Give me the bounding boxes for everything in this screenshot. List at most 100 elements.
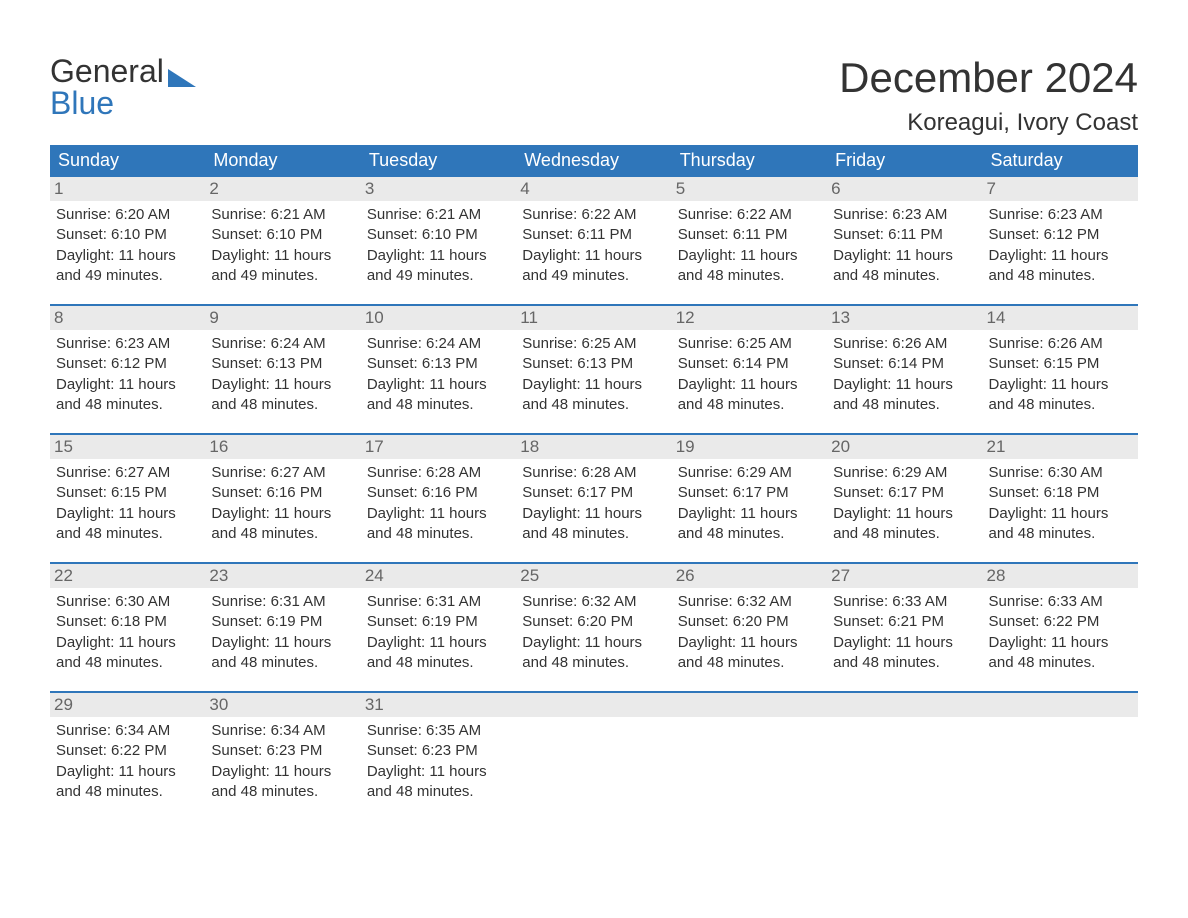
day-cell: 1Sunrise: 6:20 AMSunset: 6:10 PMDaylight… bbox=[50, 177, 205, 304]
sunset-text: Sunset: 6:21 PM bbox=[833, 612, 976, 632]
dl2-text: and 49 minutes. bbox=[56, 266, 199, 286]
day-number: 6 bbox=[827, 177, 982, 201]
dl1-text: Daylight: 11 hours bbox=[56, 762, 199, 782]
day-cell: 6Sunrise: 6:23 AMSunset: 6:11 PMDaylight… bbox=[827, 177, 982, 304]
sunset-text: Sunset: 6:11 PM bbox=[833, 225, 976, 245]
day-cell: 24Sunrise: 6:31 AMSunset: 6:19 PMDayligh… bbox=[361, 564, 516, 691]
week-row: 22Sunrise: 6:30 AMSunset: 6:18 PMDayligh… bbox=[50, 564, 1138, 691]
day-number: 27 bbox=[827, 564, 982, 588]
sunset-text: Sunset: 6:14 PM bbox=[678, 354, 821, 374]
sunset-text: Sunset: 6:17 PM bbox=[678, 483, 821, 503]
day-number: 28 bbox=[983, 564, 1138, 588]
sunset-text: Sunset: 6:17 PM bbox=[833, 483, 976, 503]
day-number: 17 bbox=[361, 435, 516, 459]
sunrise-text: Sunrise: 6:34 AM bbox=[56, 721, 199, 741]
dl1-text: Daylight: 11 hours bbox=[211, 504, 354, 524]
sunset-text: Sunset: 6:20 PM bbox=[678, 612, 821, 632]
dl2-text: and 48 minutes. bbox=[989, 266, 1132, 286]
sunrise-text: Sunrise: 6:28 AM bbox=[367, 463, 510, 483]
dl1-text: Daylight: 11 hours bbox=[678, 633, 821, 653]
dl1-text: Daylight: 11 hours bbox=[56, 633, 199, 653]
sunrise-text: Sunrise: 6:23 AM bbox=[833, 205, 976, 225]
day-number: 2 bbox=[205, 177, 360, 201]
dl2-text: and 48 minutes. bbox=[833, 266, 976, 286]
flag-icon bbox=[168, 65, 198, 87]
dl1-text: Daylight: 11 hours bbox=[522, 246, 665, 266]
dl2-text: and 48 minutes. bbox=[833, 524, 976, 544]
calendar-table: Sunday Monday Tuesday Wednesday Thursday… bbox=[50, 145, 1138, 820]
dl1-text: Daylight: 11 hours bbox=[522, 375, 665, 395]
day-cell: 30Sunrise: 6:34 AMSunset: 6:23 PMDayligh… bbox=[205, 693, 360, 820]
sunset-text: Sunset: 6:14 PM bbox=[833, 354, 976, 374]
day-cell: 21Sunrise: 6:30 AMSunset: 6:18 PMDayligh… bbox=[983, 435, 1138, 562]
day-cell: 5Sunrise: 6:22 AMSunset: 6:11 PMDaylight… bbox=[672, 177, 827, 304]
dl2-text: and 48 minutes. bbox=[367, 395, 510, 415]
day-number: 14 bbox=[983, 306, 1138, 330]
day-number: 10 bbox=[361, 306, 516, 330]
day-cell bbox=[983, 693, 1138, 820]
sunrise-text: Sunrise: 6:27 AM bbox=[56, 463, 199, 483]
day-header: Saturday bbox=[983, 145, 1138, 177]
dl1-text: Daylight: 11 hours bbox=[211, 762, 354, 782]
week-row: 15Sunrise: 6:27 AMSunset: 6:15 PMDayligh… bbox=[50, 435, 1138, 562]
dl1-text: Daylight: 11 hours bbox=[833, 504, 976, 524]
sunset-text: Sunset: 6:18 PM bbox=[989, 483, 1132, 503]
sunrise-text: Sunrise: 6:34 AM bbox=[211, 721, 354, 741]
day-cell: 4Sunrise: 6:22 AMSunset: 6:11 PMDaylight… bbox=[516, 177, 671, 304]
sunrise-text: Sunrise: 6:23 AM bbox=[989, 205, 1132, 225]
dl1-text: Daylight: 11 hours bbox=[989, 375, 1132, 395]
dl1-text: Daylight: 11 hours bbox=[989, 633, 1132, 653]
day-number: 26 bbox=[672, 564, 827, 588]
dl2-text: and 48 minutes. bbox=[522, 395, 665, 415]
sunrise-text: Sunrise: 6:32 AM bbox=[678, 592, 821, 612]
sunset-text: Sunset: 6:15 PM bbox=[989, 354, 1132, 374]
day-cell: 7Sunrise: 6:23 AMSunset: 6:12 PMDaylight… bbox=[983, 177, 1138, 304]
day-number: 21 bbox=[983, 435, 1138, 459]
dl2-text: and 49 minutes. bbox=[522, 266, 665, 286]
day-number: 29 bbox=[50, 693, 205, 717]
dl2-text: and 48 minutes. bbox=[678, 653, 821, 673]
day-cell: 23Sunrise: 6:31 AMSunset: 6:19 PMDayligh… bbox=[205, 564, 360, 691]
day-number: 16 bbox=[205, 435, 360, 459]
dl2-text: and 48 minutes. bbox=[211, 395, 354, 415]
dl2-text: and 48 minutes. bbox=[211, 524, 354, 544]
day-number bbox=[827, 693, 982, 717]
day-cell: 26 Sunrise: 6:32 AMSunset: 6:20 PMDayligh… bbox=[672, 564, 827, 691]
sunset-text: Sunset: 6:13 PM bbox=[367, 354, 510, 374]
day-cell: 11Sunrise: 6:25 AMSunset: 6:13 PMDayligh… bbox=[516, 306, 671, 433]
month-title: December 2024 bbox=[839, 55, 1138, 101]
dl2-text: and 48 minutes. bbox=[211, 782, 354, 802]
sunset-text: Sunset: 6:10 PM bbox=[56, 225, 199, 245]
day-cell: 3Sunrise: 6:21 AMSunset: 6:10 PMDaylight… bbox=[361, 177, 516, 304]
dl1-text: Daylight: 11 hours bbox=[367, 633, 510, 653]
sunrise-text: Sunrise: 6:26 AM bbox=[989, 334, 1132, 354]
sunrise-text: Sunrise: 6:30 AM bbox=[56, 592, 199, 612]
logo: General Blue bbox=[50, 55, 198, 119]
sunset-text: Sunset: 6:17 PM bbox=[522, 483, 665, 503]
sunrise-text: Sunrise: 6:33 AM bbox=[833, 592, 976, 612]
dl1-text: Daylight: 11 hours bbox=[367, 246, 510, 266]
dl1-text: Daylight: 11 hours bbox=[211, 375, 354, 395]
sunset-text: Sunset: 6:11 PM bbox=[678, 225, 821, 245]
sunset-text: Sunset: 6:22 PM bbox=[56, 741, 199, 761]
dl1-text: Daylight: 11 hours bbox=[678, 246, 821, 266]
day-number: 31 bbox=[361, 693, 516, 717]
day-number: 12 bbox=[672, 306, 827, 330]
sunrise-text: Sunrise: 6:33 AM bbox=[989, 592, 1132, 612]
dl2-text: and 48 minutes. bbox=[989, 653, 1132, 673]
day-cell: 27Sunrise: 6:33 AMSunset: 6:21 PMDayligh… bbox=[827, 564, 982, 691]
day-cell bbox=[672, 693, 827, 820]
dl2-text: and 48 minutes. bbox=[56, 524, 199, 544]
week-row: 8Sunrise: 6:23 AMSunset: 6:12 PMDaylight… bbox=[50, 306, 1138, 433]
day-number bbox=[672, 693, 827, 717]
day-cell: 13Sunrise: 6:26 AMSunset: 6:14 PMDayligh… bbox=[827, 306, 982, 433]
sunrise-text: Sunrise: 6:21 AM bbox=[367, 205, 510, 225]
day-number: 11 bbox=[516, 306, 671, 330]
day-number: 24 bbox=[361, 564, 516, 588]
day-cell: 12Sunrise: 6:25 AMSunset: 6:14 PMDayligh… bbox=[672, 306, 827, 433]
day-number: 4 bbox=[516, 177, 671, 201]
dl2-text: and 48 minutes. bbox=[833, 653, 976, 673]
dl2-text: and 48 minutes. bbox=[989, 395, 1132, 415]
sunrise-text: Sunrise: 6:24 AM bbox=[211, 334, 354, 354]
dl1-text: Daylight: 11 hours bbox=[678, 504, 821, 524]
